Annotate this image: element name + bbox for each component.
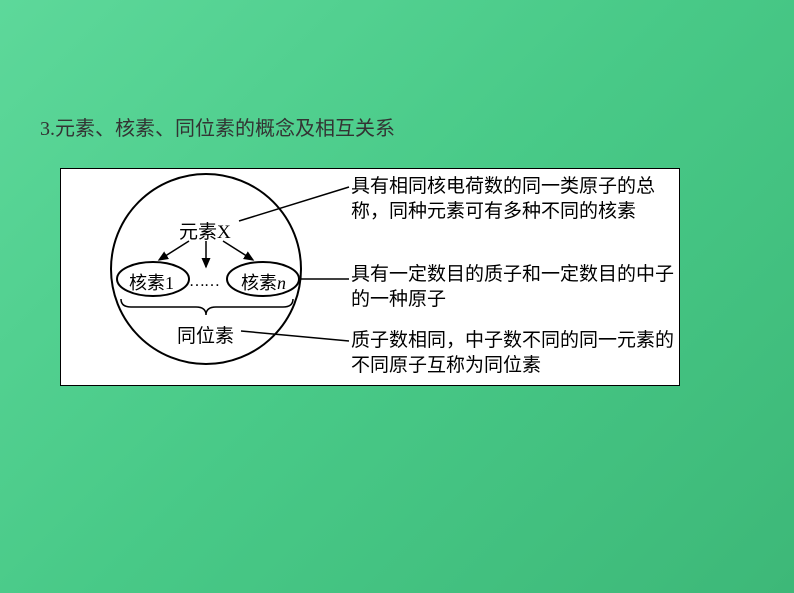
isotope-description: 质子数相同，中子数不同的同一元素的不同原子互称为同位素 [351, 329, 681, 378]
isotope-connector [241, 331, 349, 341]
element-connector [239, 187, 349, 221]
element-node-label: 元素X [179, 217, 231, 244]
nuclide-description: 具有一定数目的质子和一定数目的中子的一种原子 [351, 263, 681, 312]
concept-diagram: 元素X 核素1 核素n …… 同位素 具有相同核电荷数的同一类原子的总称，同种元… [60, 168, 680, 386]
nucliden-node-label: 核素n [241, 269, 286, 295]
dots-label: …… [189, 273, 219, 291]
isotope-brace [121, 299, 293, 315]
nuclide1-node-label: 核素1 [129, 269, 174, 295]
element-description: 具有相同核电荷数的同一类原子的总称，同种元素可有多种不同的核素 [351, 175, 681, 224]
isotope-node-label: 同位素 [177, 321, 234, 348]
nucliden-var: n [277, 273, 286, 293]
nucliden-prefix: 核素 [241, 273, 277, 293]
section-title: 3.元素、核素、同位素的概念及相互关系 [40, 112, 395, 141]
